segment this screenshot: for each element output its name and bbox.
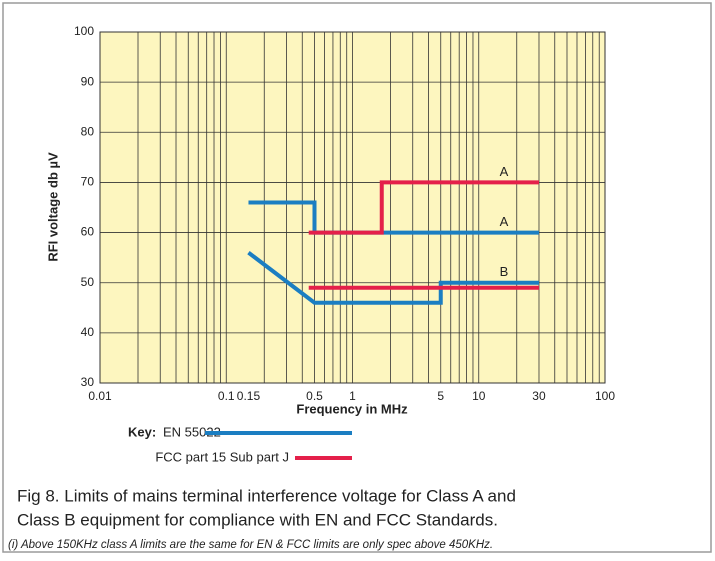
- legend-label: FCC part 15 Sub part J: [155, 449, 289, 464]
- y-tick-label: 40: [81, 325, 95, 339]
- limit-line: [308, 180, 539, 235]
- limit-line: [247, 251, 539, 305]
- x-tick-label: 0.15: [237, 389, 261, 403]
- y-tick-label: 30: [81, 375, 95, 389]
- x-tick-label: 10: [472, 389, 486, 403]
- x-axis-label: Frequency in MHz: [296, 401, 408, 416]
- y-tick-label: 50: [81, 275, 95, 289]
- class-label: A: [500, 214, 509, 229]
- x-tick-label: 0.01: [88, 389, 112, 403]
- legend-title: Key:: [128, 424, 156, 439]
- class-label: B: [500, 264, 509, 279]
- x-tick-label: 100: [595, 389, 615, 403]
- footnote: (i) Above 150KHz class A limits are the …: [8, 539, 493, 551]
- y-tick-label: 80: [81, 124, 95, 138]
- y-tick-label: 70: [81, 175, 95, 189]
- caption-line: Fig 8. Limits of mains terminal interfer…: [17, 486, 516, 505]
- x-tick-label: 0.1: [218, 389, 235, 403]
- legend-label: EN 55022: [163, 424, 221, 439]
- y-tick-label: 100: [74, 24, 94, 38]
- x-tick-label: 0.5: [306, 389, 323, 403]
- plot-border: [99, 31, 606, 384]
- x-tick-label: 1: [349, 389, 356, 403]
- y-tick-label: 90: [81, 74, 95, 88]
- y-axis-label: RFI voltage db µV: [45, 152, 60, 262]
- limit-line: [248, 200, 539, 235]
- x-tick-label: 30: [532, 389, 546, 403]
- caption-line: Class B equipment for compliance with EN…: [17, 510, 498, 529]
- x-tick-label: 5: [437, 389, 444, 403]
- class-label: A: [500, 164, 509, 179]
- y-tick-label: 60: [81, 225, 95, 239]
